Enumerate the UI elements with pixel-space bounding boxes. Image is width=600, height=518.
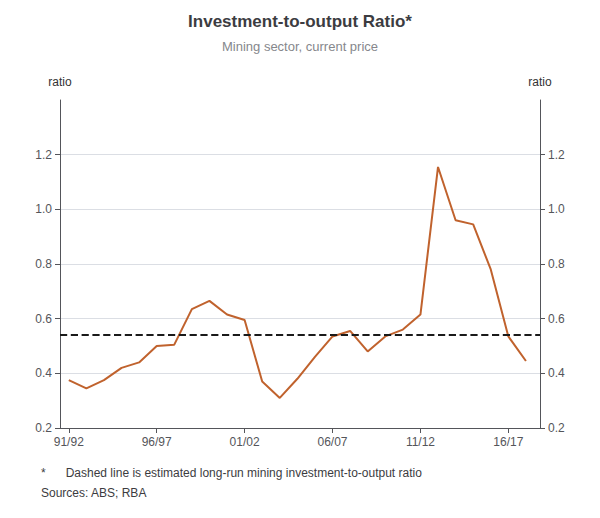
svg-text:0.8: 0.8 (548, 257, 565, 271)
svg-text:91/92: 91/92 (54, 435, 84, 449)
svg-text:0.4: 0.4 (35, 366, 52, 380)
svg-text:Investment-to-output Ratio*: Investment-to-output Ratio* (188, 12, 412, 31)
svg-text:0.2: 0.2 (35, 421, 52, 435)
svg-text:Mining sector, current price: Mining sector, current price (222, 39, 378, 54)
svg-text:ratio: ratio (528, 75, 552, 89)
svg-text:16/17: 16/17 (493, 435, 523, 449)
svg-text:01/02: 01/02 (230, 435, 260, 449)
svg-text:0.2: 0.2 (548, 421, 565, 435)
svg-text:ratio: ratio (48, 75, 72, 89)
svg-text:11/12: 11/12 (406, 435, 435, 449)
svg-text:1.2: 1.2 (35, 148, 52, 162)
svg-text:1.0: 1.0 (548, 202, 565, 216)
svg-text:0.4: 0.4 (548, 366, 565, 380)
svg-text:* Dashed line is estimate: * Dashed line is estimated long-run mini… (41, 466, 422, 480)
svg-text:06/07: 06/07 (318, 435, 348, 449)
svg-text:0.6: 0.6 (548, 312, 565, 326)
svg-text:96/97: 96/97 (142, 435, 172, 449)
svg-text:1.0: 1.0 (35, 202, 52, 216)
svg-text:0.8: 0.8 (35, 257, 52, 271)
svg-text:0.6: 0.6 (35, 312, 52, 326)
svg-text:Sources: ABS; RBA: Sources: ABS; RBA (41, 486, 146, 500)
svg-text:1.2: 1.2 (548, 148, 565, 162)
